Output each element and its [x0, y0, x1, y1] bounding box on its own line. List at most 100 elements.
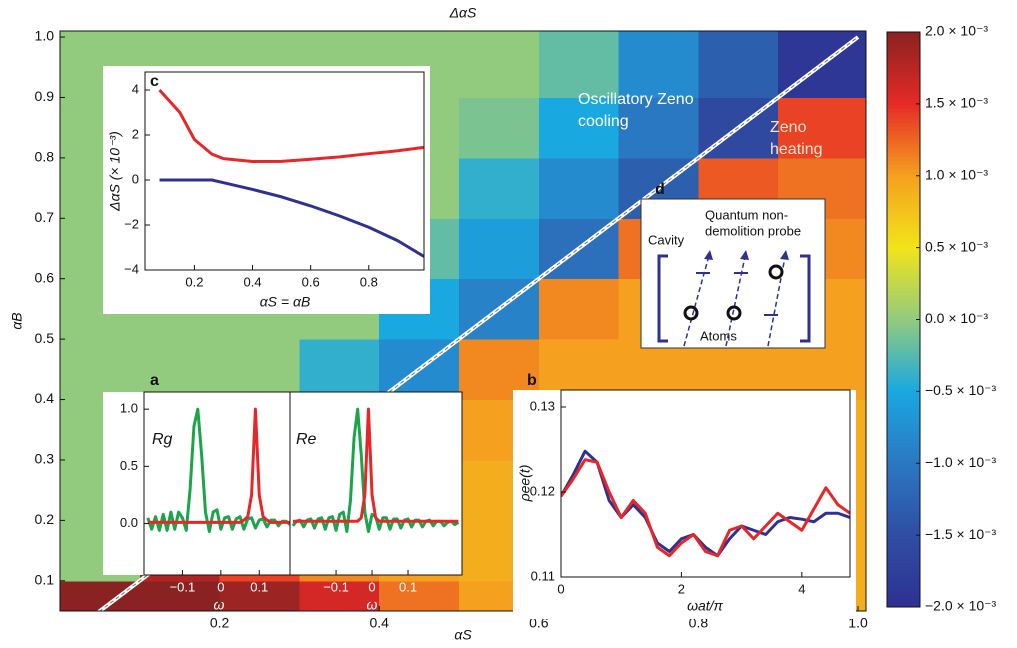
atom [683, 305, 699, 321]
panel-label: d [655, 181, 665, 198]
probe-arrows [683, 251, 787, 347]
heatmap-cell [698, 31, 779, 98]
y-tick-label: 1.0 [120, 401, 138, 416]
atoms [683, 264, 784, 321]
inset-background [290, 392, 462, 575]
x-tick-label: 0 [217, 579, 224, 594]
x-tick-label: 0.1 [250, 579, 268, 594]
x-tick-label: 4 [798, 581, 805, 596]
x-tick-label: 2 [678, 581, 685, 596]
inner-label: Re [296, 431, 317, 448]
heatmap-cell [219, 339, 300, 401]
heatmap-cell [379, 580, 460, 611]
y-axis-label: ΔαS (× 10⁻³) [107, 131, 123, 212]
y-tick-label: 0.12 [530, 483, 555, 498]
x-tick-label: 0.8 [360, 274, 378, 289]
heatmap-cell [459, 218, 540, 280]
plot-frame [289, 391, 463, 576]
heatmap-cell [219, 580, 300, 611]
heatmap-cell [459, 339, 540, 401]
heatmap-cell [538, 157, 620, 219]
y-tick-label: 0.1 [35, 571, 55, 587]
probe-arrow [683, 251, 711, 347]
colorbar-tick-label: −1.5 × 10⁻³ [925, 526, 997, 542]
x-tick-label: −0.1 [323, 579, 349, 594]
heatmap-cell [459, 97, 540, 159]
y-tick-label: 0.5 [35, 330, 55, 346]
series-line [159, 178, 424, 258]
colorbar-label: ΔαS [449, 5, 477, 21]
heatmap-cell [60, 339, 141, 401]
annotation: heating [770, 141, 823, 158]
heatmap-cell [618, 97, 699, 159]
y-tick-label: 0.8 [35, 149, 55, 165]
x-tick-label: 0.4 [369, 615, 389, 631]
y-tick-label: 0.9 [35, 88, 55, 104]
heatmap-cell [538, 97, 620, 159]
bracket [800, 254, 811, 343]
y-tick-label: 0 [132, 171, 139, 186]
annotation: Zeno [770, 119, 807, 136]
heatmap-cell [618, 31, 699, 98]
diagram-label: Cavity [648, 232, 685, 247]
heatmap-cell [299, 580, 380, 611]
arrow-head [780, 250, 789, 260]
series-line [158, 88, 424, 164]
y-tick-label: −2 [124, 216, 139, 231]
inset: 0.2 0.4 0.6 0.8 −4 −2 0 2 4 c αS = αB ΔαS (× 10⁻³) [103, 66, 430, 314]
y-tick-label: 0.11 [531, 568, 555, 583]
heatmap-cell [139, 339, 221, 401]
boundary-line-dash [99, 36, 859, 611]
y-tick-label: 0.4 [35, 390, 55, 406]
heatmap-cell [538, 278, 620, 340]
y-tick-label: 0.5 [120, 458, 138, 473]
y-tick-label: −4 [124, 261, 139, 276]
y-tick-label: 0.2 [35, 511, 55, 527]
series-line [292, 407, 459, 523]
atom [768, 264, 784, 280]
x-axis-label: ω [367, 597, 378, 613]
series-line [146, 407, 290, 534]
x-axis-label: αS = αB [260, 294, 311, 310]
series-line [561, 458, 850, 558]
y-tick-label: 0.13 [530, 398, 555, 413]
panel-label: b [527, 372, 537, 389]
inset-d-box [640, 198, 826, 349]
y-tick-label: 0.0 [120, 515, 138, 530]
x-axis-label: ω [214, 597, 225, 613]
y-tick-label: 0.7 [35, 209, 55, 225]
arrow-heads [704, 250, 789, 260]
heatmap-cell [459, 31, 540, 98]
x-tick-label: 0 [557, 581, 564, 596]
plot-frame [560, 389, 851, 578]
colorbar-tick-label: −2.0 × 10⁻³ [925, 598, 997, 614]
bracket [657, 254, 668, 343]
y-tick-label: 0.6 [35, 269, 55, 285]
arrow-head [740, 250, 749, 260]
colorbar-tick-label: −1.0 × 10⁻³ [925, 454, 997, 470]
inset-background [103, 66, 430, 314]
heatmap-cell [60, 580, 141, 611]
plot-frame [144, 71, 425, 271]
inset: 0 2 4 0.11 0.12 0.13 b ωat/π ρee(t) [513, 372, 856, 619]
y-tick-label: 2 [132, 126, 139, 141]
panel-label: c [150, 73, 159, 90]
x-tick-label: 0.6 [302, 274, 320, 289]
diagram-label: Quantum non- [705, 207, 788, 222]
colorbar-tick-label: 0.0 × 10⁻³ [925, 310, 988, 326]
plot-frame [59, 30, 867, 612]
x-axis-label: ωat/π [687, 598, 723, 614]
x-tick-label: 0.1 [399, 579, 417, 594]
x-tick-label: 0.4 [243, 274, 261, 289]
diagram-label: Atoms [700, 328, 737, 343]
y-axis-label: αB [9, 312, 25, 329]
heatmap-cell [538, 31, 620, 98]
x-axis-label: αS [454, 627, 472, 643]
colorbar [886, 31, 921, 608]
annotation: cooling [578, 113, 629, 130]
y-tick-label: 1.0 [35, 28, 55, 44]
arrow-head [704, 250, 713, 260]
heatmap-cell [299, 339, 380, 401]
